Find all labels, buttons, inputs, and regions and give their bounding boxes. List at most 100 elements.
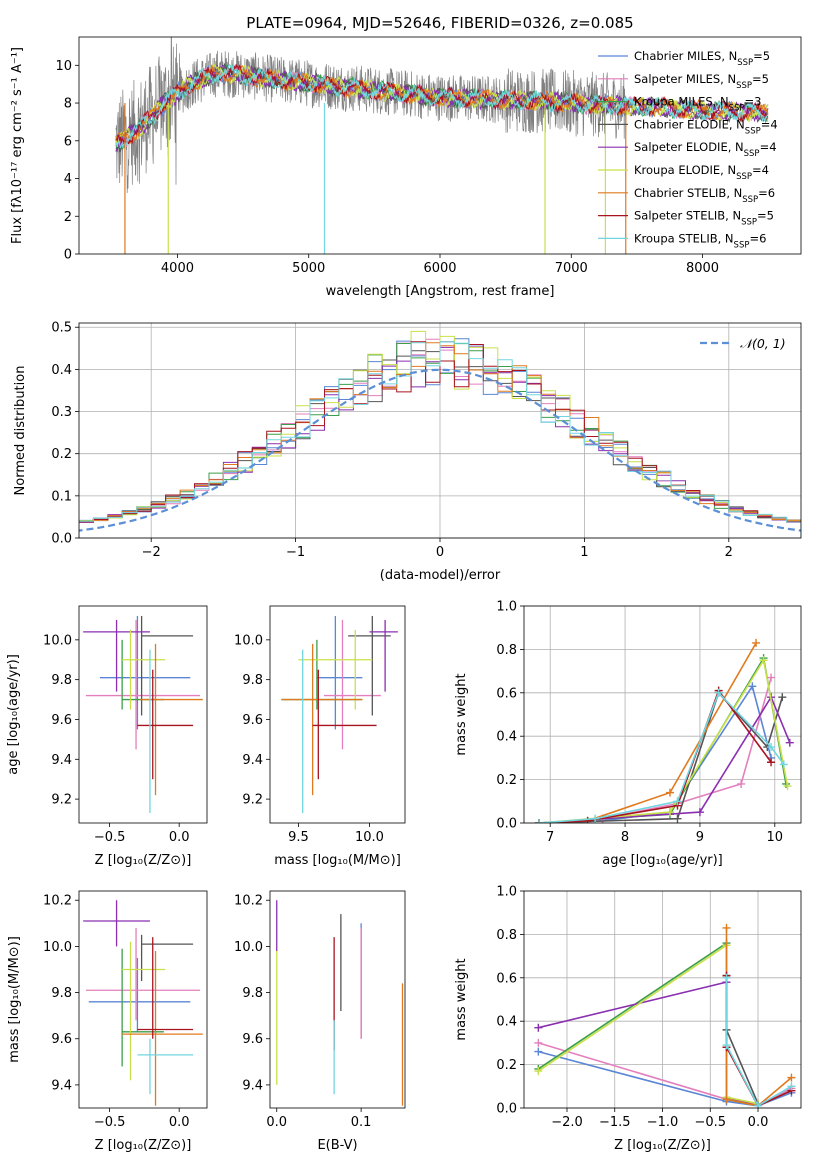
y-axis-label: mass weight <box>454 958 469 1040</box>
axes-frame <box>269 890 406 1109</box>
y-tick-label: 4 <box>64 172 72 187</box>
x-tick-label: 7000 <box>555 261 588 276</box>
plot-area <box>83 615 203 814</box>
x-axis-label: mass [log₁₀(M/M⊙)] <box>274 853 401 868</box>
weight-marker <box>778 693 787 702</box>
y-tick-label: 9.4 <box>51 1078 72 1093</box>
legend-subscript: SSP <box>741 218 757 228</box>
y-tick-label: 0.4 <box>496 730 517 745</box>
legend-value: =5 <box>752 72 769 86</box>
y-tick-label: 9.4 <box>51 753 72 768</box>
x-tick-label: 4000 <box>161 261 194 276</box>
y-axis-label: mass weight <box>454 673 469 755</box>
y-tick-label: 10.0 <box>234 633 263 648</box>
y-axis-label: mass [log₁₀(M/M⊙)] <box>7 936 22 1063</box>
weight-line <box>538 1050 792 1107</box>
x-tick-label: −0.5 <box>694 1115 726 1130</box>
y-tick-label: 0 <box>64 248 72 263</box>
weight-marker <box>787 1082 796 1091</box>
legend-value: =6 <box>758 186 775 200</box>
axes-frame <box>523 890 802 1109</box>
weight-line <box>538 695 791 823</box>
weight-marker <box>722 973 731 982</box>
x-tick-label: 1 <box>580 545 588 560</box>
legend-subscript: SSP <box>737 58 753 68</box>
weight-marker <box>534 819 543 823</box>
chart-1: 4000 5000 6000 7000 8000 0 2 4 6 8 10 wavelength [A… <box>10 14 802 299</box>
y-tick-label: 9.6 <box>51 713 72 728</box>
weight-marker <box>722 1095 731 1104</box>
weight-marker <box>534 1047 543 1056</box>
legend-value: =6 <box>749 231 766 245</box>
x-tick-label: 0.0 <box>266 1115 287 1130</box>
legend-value: =5 <box>757 209 774 223</box>
legend-subscript: SSP <box>736 172 752 182</box>
legend-label: Kroupa ELODIE, NSSP=4 <box>634 163 769 182</box>
y-tick-label: 9.4 <box>242 753 263 768</box>
weight-line <box>538 658 789 823</box>
weight-marker <box>534 1038 543 1047</box>
y-tick-label: 0.2 <box>496 773 517 788</box>
chart-7: 0.0 0.1 9.4 9.6 9.8 10.0 10.2 E(B-V) <box>234 890 406 1153</box>
legend-value: =3 <box>744 95 761 109</box>
x-tick-label: 8000 <box>686 261 719 276</box>
ticks: −2.0 −1.5 −1.0 −0.5 0.0 0.0 0.2 0.4 0.6 0.8 1.0 <box>496 885 768 1131</box>
x-axis-label: wavelength [Angstrom, rest frame] <box>326 284 555 299</box>
legend-value: =5 <box>753 49 770 63</box>
x-tick-label: 9 <box>696 830 704 845</box>
data-spectrum <box>115 37 627 194</box>
weight-marker <box>673 797 682 806</box>
y-tick-label: 9.2 <box>242 793 263 808</box>
weight-line <box>538 691 785 823</box>
legend-label: Salpeter MILES, NSSP=5 <box>634 72 769 91</box>
x-axis-label: age [log₁₀(age/yr)] <box>602 853 723 868</box>
legend-subscript: SSP <box>742 195 758 205</box>
x-tick-label: −2 <box>142 545 161 560</box>
x-tick-label: 0.1 <box>351 1115 372 1130</box>
chart-4: 9.5 10.0 9.2 9.4 9.6 9.8 10.0 mass [log₁₀(M/M⊙)… <box>234 605 406 868</box>
legend-subscript: SSP <box>729 104 745 114</box>
legend-label: Chabrier STELIB, NSSP=6 <box>634 186 775 205</box>
weight-line <box>725 975 759 1105</box>
legend-subscript: SSP <box>734 240 750 250</box>
weight-line <box>538 642 757 823</box>
y-tick-label: 9.8 <box>51 673 72 688</box>
weight-marker <box>783 782 792 791</box>
x-tick-label: 5000 <box>292 261 325 276</box>
x-tick-label: 0.0 <box>748 1115 769 1130</box>
y-tick-label: 10.0 <box>43 940 72 955</box>
weight-marker <box>534 1023 543 1032</box>
plot-area <box>534 638 794 823</box>
y-tick-label: 0.2 <box>496 1058 517 1073</box>
y-tick-label: 0.5 <box>51 321 72 336</box>
y-tick-label: 9.2 <box>51 793 72 808</box>
weight-marker <box>779 760 788 769</box>
chart-8: −2.0 −1.5 −1.0 −0.5 0.0 0.0 0.2 0.4 0.6 0.8 1.0 Z [… <box>454 885 802 1153</box>
weight-marker <box>767 743 776 752</box>
weight-marker <box>748 682 757 691</box>
x-tick-label: 9.5 <box>288 830 309 845</box>
y-tick-label: 0.3 <box>51 405 72 420</box>
y-axis-label: Normed distribution <box>13 366 28 496</box>
x-axis-label: Z [log₁₀(Z/Z⊙)] <box>614 1138 711 1153</box>
legend-label: Salpeter ELODIE, NSSP=4 <box>634 140 777 159</box>
y-tick-label: 9.6 <box>242 1032 263 1047</box>
x-tick-label: 10 <box>767 830 784 845</box>
weight-line <box>538 981 759 1107</box>
y-tick-label: 10.2 <box>234 894 263 909</box>
y-tick-label: 0.4 <box>496 1015 517 1030</box>
legend-label: Salpeter STELIB, NSSP=5 <box>634 209 774 228</box>
plot-area <box>79 330 801 538</box>
x-axis-label: Z [log₁₀(Z/Z⊙)] <box>95 1138 192 1153</box>
ticks: 4000 5000 6000 7000 8000 0 2 4 6 8 10 <box>55 59 719 276</box>
weight-marker <box>665 808 674 817</box>
y-tick-label: 0.2 <box>51 447 72 462</box>
y-tick-label: 6 <box>64 134 72 149</box>
x-tick-label: 0.0 <box>169 1115 190 1130</box>
ticks: −0.5 0.0 9.4 9.6 9.8 10.0 10.2 <box>43 894 189 1130</box>
weight-marker <box>767 758 776 767</box>
weight-marker <box>737 779 746 788</box>
legend-value: =4 <box>752 163 769 177</box>
plot-area <box>534 923 796 1108</box>
plot-area <box>281 615 398 814</box>
